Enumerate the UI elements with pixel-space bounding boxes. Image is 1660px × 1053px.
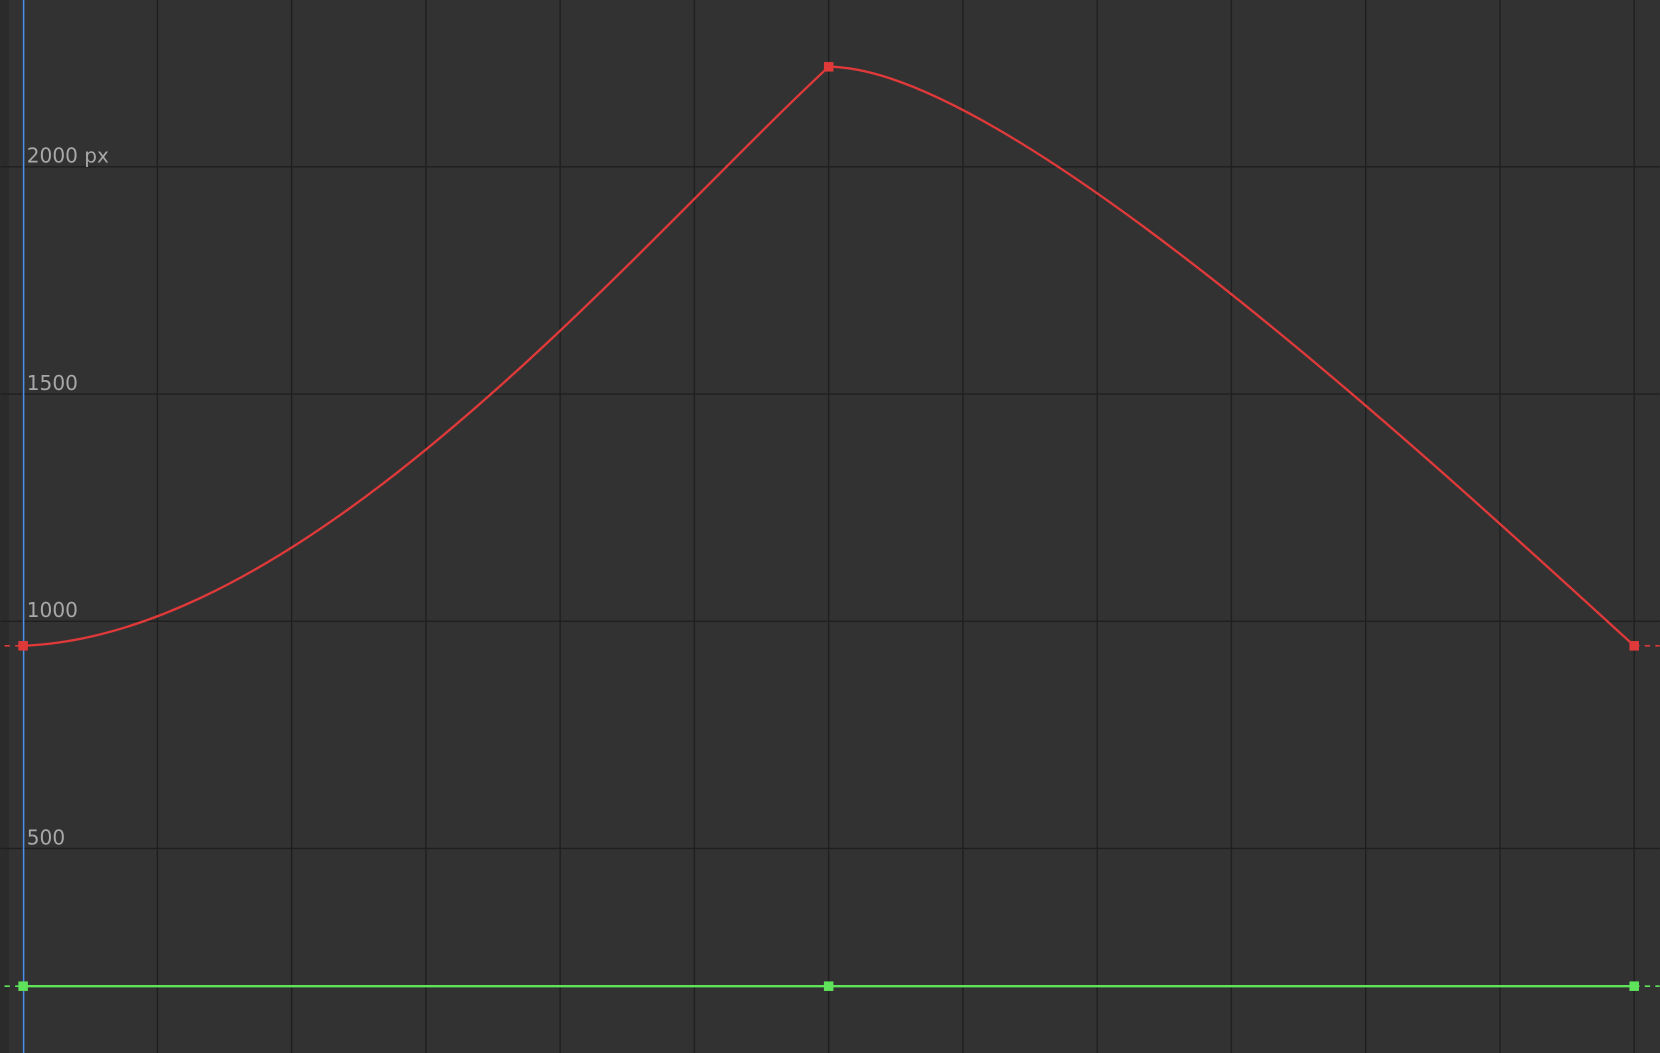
y-tick-label: 2000 px xyxy=(27,144,109,168)
y-tick-label: 1000 xyxy=(27,598,78,622)
y-tick-label: 1500 xyxy=(27,371,78,395)
y-tick-label: 500 xyxy=(27,825,65,849)
keyframes xyxy=(18,62,1639,991)
keyframe[interactable] xyxy=(823,62,834,72)
left-strip xyxy=(0,0,9,1053)
keyframe[interactable] xyxy=(18,641,28,651)
keyframe[interactable] xyxy=(1629,981,1639,991)
keyframe[interactable] xyxy=(1629,641,1639,651)
labels: 2000 px 1500 1000 500 xyxy=(27,144,109,850)
keyframe[interactable] xyxy=(18,981,28,991)
keyframe[interactable] xyxy=(823,981,834,991)
